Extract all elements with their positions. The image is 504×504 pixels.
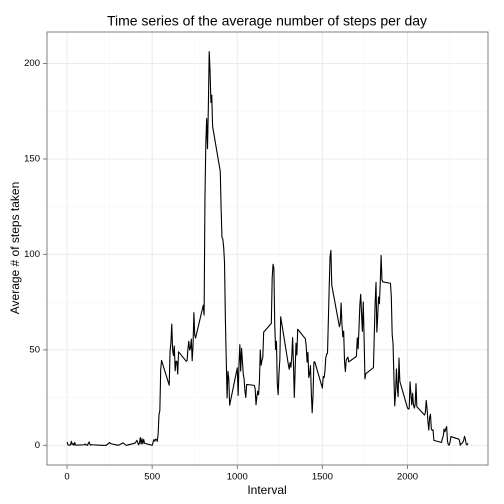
x-axis-title: Interval	[247, 483, 286, 497]
x-tick-label: 1500	[312, 472, 333, 483]
x-tick-label: 500	[144, 472, 160, 483]
y-tick-label: 200	[24, 58, 40, 69]
x-tick-label: 1000	[227, 472, 248, 483]
y-axis-title: Average # of steps taken	[8, 182, 22, 315]
y-tick-label: 100	[24, 249, 40, 260]
line-series	[66, 51, 469, 446]
x-tick-label: 0	[64, 472, 69, 483]
y-tick-label: 50	[29, 344, 40, 355]
y-tick-label: 150	[24, 153, 40, 164]
chart-title: Time series of the average number of ste…	[107, 13, 427, 29]
x-tick-label: 2000	[397, 472, 418, 483]
panel-border	[46, 31, 489, 466]
grid	[47, 32, 488, 465]
y-tick-label: 0	[35, 440, 40, 451]
plot-area	[66, 51, 469, 446]
